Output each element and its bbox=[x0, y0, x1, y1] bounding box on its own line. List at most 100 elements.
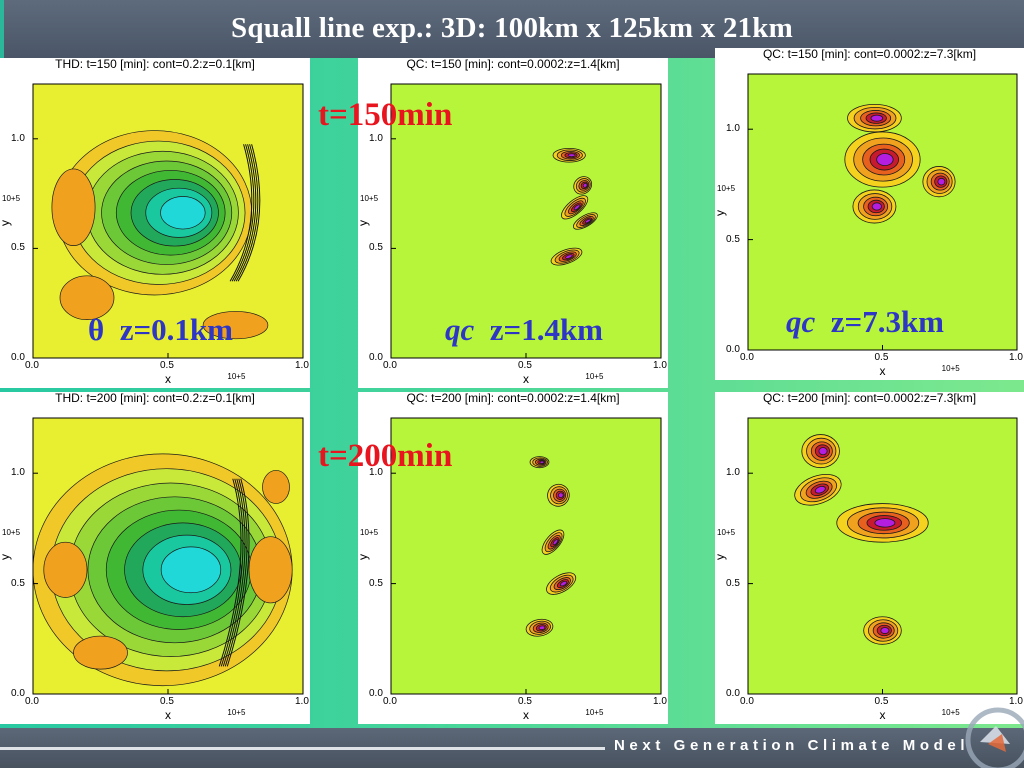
x-axis-exponent: 10+5 bbox=[227, 708, 246, 717]
panel-title: QC: t=200 [min]: cont=0.0002:z=7.3[km] bbox=[762, 392, 977, 405]
title-accent bbox=[0, 0, 4, 58]
qc-cell-1-contour-4 bbox=[582, 183, 588, 188]
qc-symbol-low: qc bbox=[445, 312, 475, 347]
qc-cloud-3-contour-4 bbox=[871, 202, 882, 211]
contour-plot bbox=[390, 417, 662, 695]
annotation-theta: θ z=0.1km bbox=[88, 312, 233, 348]
time-label-150: t=150min bbox=[318, 97, 453, 133]
x-axis-label: x bbox=[879, 708, 886, 722]
qc-cloud-1-contour-4 bbox=[876, 153, 894, 167]
gust-front-contour-1 bbox=[220, 478, 244, 667]
field-background bbox=[391, 418, 661, 694]
y-tick-label: 0.5 bbox=[11, 577, 25, 589]
panel-title: THD: t=200 [min]: cont=0.2:z=0.1[km] bbox=[55, 392, 255, 405]
y-tick-label: 0.5 bbox=[369, 577, 383, 589]
theta-contour-7 bbox=[160, 196, 206, 230]
x-tick-label: 0.0 bbox=[383, 696, 397, 707]
panel-title: QC: t=150 [min]: cont=0.0002:z=7.3[km] bbox=[762, 48, 977, 61]
y-axis-exponent: 10+5 bbox=[2, 528, 21, 538]
gust-front-contour-4 bbox=[237, 144, 261, 282]
x-tick-label: 1.0 bbox=[295, 360, 309, 371]
contour-plot bbox=[747, 417, 1018, 695]
x-axis-exponent: 10+5 bbox=[227, 372, 246, 381]
qc-cell-4-contour-4 bbox=[565, 254, 573, 259]
warm-anomaly-1 bbox=[59, 275, 115, 320]
y-tick-label: 1.0 bbox=[369, 467, 383, 479]
x-tick-label: 0.0 bbox=[740, 696, 754, 707]
qc-cell-3-contour-4 bbox=[584, 218, 591, 224]
x-tick-label: 0.5 bbox=[160, 696, 174, 707]
footer-text: Next Generation Climate Model bbox=[614, 737, 970, 754]
x-tick-label: 0.0 bbox=[740, 352, 754, 363]
panel-qc200_low: QC: t=200 [min]: cont=0.0002:z=1.4[km] 0.… bbox=[358, 392, 668, 724]
annotation-qc-low: qc z=1.4km bbox=[445, 312, 603, 348]
x-tick-label: 0.5 bbox=[518, 360, 532, 371]
y-tick-label: 1.0 bbox=[726, 467, 740, 479]
x-axis-exponent: 10+5 bbox=[941, 708, 960, 717]
y-tick-label: 1.0 bbox=[11, 467, 25, 479]
y-axis-label: y bbox=[358, 554, 370, 560]
x-axis-label: x bbox=[879, 364, 886, 378]
y-axis-label: y bbox=[0, 554, 12, 560]
y-tick-label: 1.0 bbox=[369, 132, 383, 144]
y-axis-exponent: 10+5 bbox=[717, 184, 736, 194]
time-label-200: t=200min bbox=[318, 438, 453, 474]
qc-cell-3-contour-4 bbox=[559, 580, 568, 587]
warm-anomaly-0 bbox=[43, 541, 88, 598]
gust-front-contour-3 bbox=[235, 144, 259, 282]
x-tick-label: 0.5 bbox=[518, 696, 532, 707]
warm-anomaly-3 bbox=[262, 470, 290, 504]
warm-anomaly-1 bbox=[248, 536, 293, 604]
x-axis-label: x bbox=[165, 708, 171, 722]
qc-cell-0-contour-4 bbox=[567, 153, 576, 158]
qc-height-low: z=1.4km bbox=[489, 312, 604, 347]
contour-plot bbox=[747, 73, 1018, 351]
gust-front-contour-1 bbox=[231, 144, 255, 282]
x-axis-exponent: 10+5 bbox=[585, 372, 604, 381]
contour-plot bbox=[390, 83, 662, 359]
x-tick-label: 1.0 bbox=[295, 696, 309, 707]
y-tick-label: 0.5 bbox=[369, 242, 383, 254]
qc-cloud-0-contour-4 bbox=[818, 447, 828, 456]
x-axis-label: x bbox=[523, 372, 529, 386]
panel-qc200_high: QC: t=200 [min]: cont=0.0002:z=7.3[km] 0.… bbox=[715, 392, 1024, 724]
x-tick-label: 1.0 bbox=[653, 360, 667, 371]
x-tick-label: 0.0 bbox=[383, 360, 397, 371]
footer-bar: Next Generation Climate Model bbox=[0, 728, 1024, 768]
gust-front-contour-0 bbox=[218, 478, 242, 667]
y-tick-label: 0.0 bbox=[369, 352, 383, 363]
y-axis-label: y bbox=[715, 554, 727, 560]
y-tick-label: 0.5 bbox=[726, 577, 740, 589]
x-tick-label: 1.0 bbox=[1009, 352, 1023, 363]
y-axis-label: y bbox=[0, 220, 12, 226]
field-background bbox=[748, 418, 1017, 694]
theta-height: z=0.1km bbox=[119, 312, 233, 347]
x-axis-exponent: 10+5 bbox=[941, 364, 960, 373]
x-axis-label: x bbox=[523, 708, 529, 722]
annotation-qc-high: qc z=7.3km bbox=[786, 304, 944, 340]
x-tick-label: 0.5 bbox=[874, 352, 889, 363]
panel-thd200: THD: t=200 [min]: cont=0.2:z=0.1[km] 0.0 0… bbox=[0, 392, 310, 724]
gust-front-contour-4 bbox=[226, 478, 250, 667]
panel-title: THD: t=150 [min]: cont=0.2:z=0.1[km] bbox=[55, 58, 255, 71]
y-axis-exponent: 10+5 bbox=[360, 528, 379, 538]
qc-cell-2-contour-4 bbox=[573, 204, 581, 211]
theta-symbol: θ bbox=[88, 312, 105, 347]
warm-anomaly-0 bbox=[51, 168, 96, 247]
logo-icon bbox=[965, 707, 1024, 768]
qc-height-high: z=7.3km bbox=[830, 304, 945, 339]
panel-title: QC: t=150 [min]: cont=0.0002:z=1.4[km] bbox=[406, 58, 620, 71]
x-tick-label: 0.0 bbox=[25, 696, 39, 707]
panel-qc150_low: QC: t=150 [min]: cont=0.0002:z=1.4[km] 0.… bbox=[358, 58, 668, 388]
warm-anomaly-2 bbox=[202, 311, 269, 340]
y-axis-exponent: 10+5 bbox=[360, 193, 379, 203]
theta-contour-7 bbox=[160, 546, 222, 594]
y-tick-label: 1.0 bbox=[11, 132, 25, 144]
qc-cloud-2-contour-4 bbox=[937, 177, 946, 186]
qc-cloud-1-contour-4 bbox=[814, 485, 826, 494]
y-tick-label: 0.0 bbox=[726, 344, 740, 355]
contour-plot bbox=[32, 417, 304, 695]
y-tick-label: 0.5 bbox=[726, 233, 740, 245]
qc-cell-4-contour-4 bbox=[538, 625, 546, 631]
x-tick-label: 1.0 bbox=[1009, 696, 1023, 707]
